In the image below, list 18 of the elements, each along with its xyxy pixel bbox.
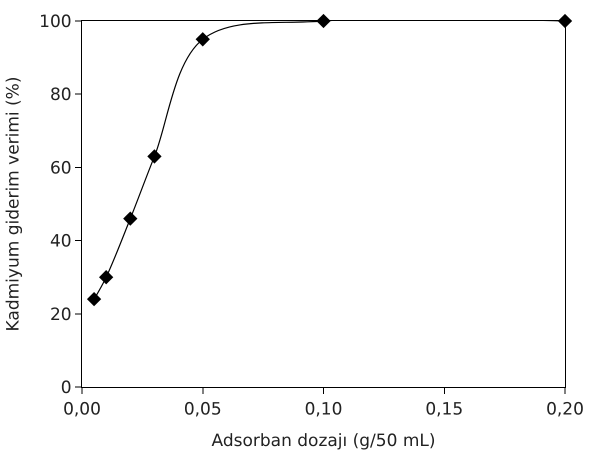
y-axis-title: Kadmiyum giderim verimi (%): [4, 76, 24, 332]
y-tick-label: 40: [50, 232, 72, 252]
y-tick-label: 20: [50, 304, 72, 325]
x-tick-label: 0,05: [184, 399, 222, 420]
x-axis-title: Adsorban dozajı (g/50 mL): [212, 430, 436, 451]
x-tick-label: 0,00: [63, 399, 101, 420]
point: [196, 32, 210, 46]
point: [147, 149, 162, 164]
y-tick-label: 0: [60, 378, 72, 398]
y-tick-label: 100: [39, 12, 72, 32]
point: [123, 211, 138, 226]
point: [99, 270, 114, 284]
x-tick-label: 0,10: [304, 399, 342, 420]
x-tick-label: 0,15: [425, 399, 464, 420]
point: [86, 292, 102, 306]
x-tick-label: 0,20: [546, 399, 584, 420]
y-tick-label: 80: [50, 85, 72, 106]
y-tick-label: 60: [50, 158, 72, 178]
